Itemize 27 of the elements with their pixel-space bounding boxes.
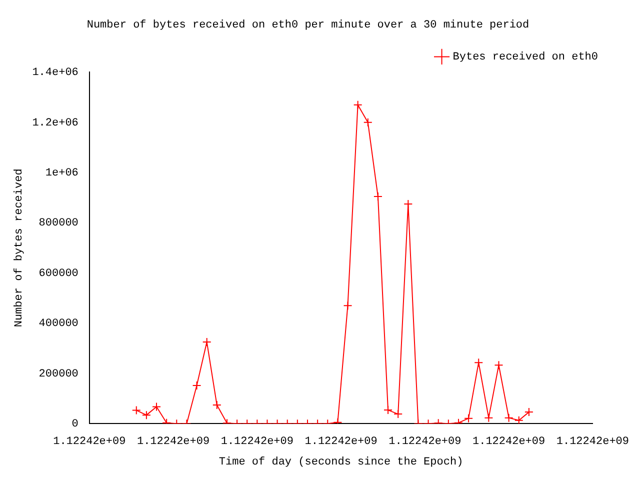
point [514,416,524,424]
y-tick-label: 600000 [38,268,78,280]
legend-label: Bytes received on eth0 [452,52,598,64]
y-axis-title: Number of bytes received [14,168,26,328]
x-tick-label: 1.12242e+09 [136,436,210,448]
chart-title: Number of bytes received on eth0 per minute over a 30 minute period [86,20,530,32]
x-tick-label: 1.12242e+09 [53,436,126,448]
y-tick-label: 0 [72,418,78,431]
x-tick-label: 1.12242e+09 [472,436,546,448]
point [353,100,362,110]
point [202,338,212,347]
point [192,380,202,390]
x-tick-label: 1.12242e+09 [388,436,462,448]
point [373,192,382,201]
y-tick-label: 400000 [38,318,78,330]
y-tick-label: 1.2e+06 [32,117,78,130]
x-tick-label: 1.12242e+09 [220,436,294,448]
y-tick-label: 1.4e+06 [32,67,78,80]
x-tick-label: 1.12242e+09 [304,436,378,448]
point [343,301,352,310]
x-tick-label: 1.12242e+09 [556,436,630,448]
point [404,199,413,208]
y-tick-label: 1e+06 [45,168,78,180]
x-axis-title: Time of day (seconds since the Epoch) [218,456,464,468]
y-tick-label: 200000 [38,368,78,380]
point [363,118,372,127]
y-tick-label: 800000 [38,218,78,230]
